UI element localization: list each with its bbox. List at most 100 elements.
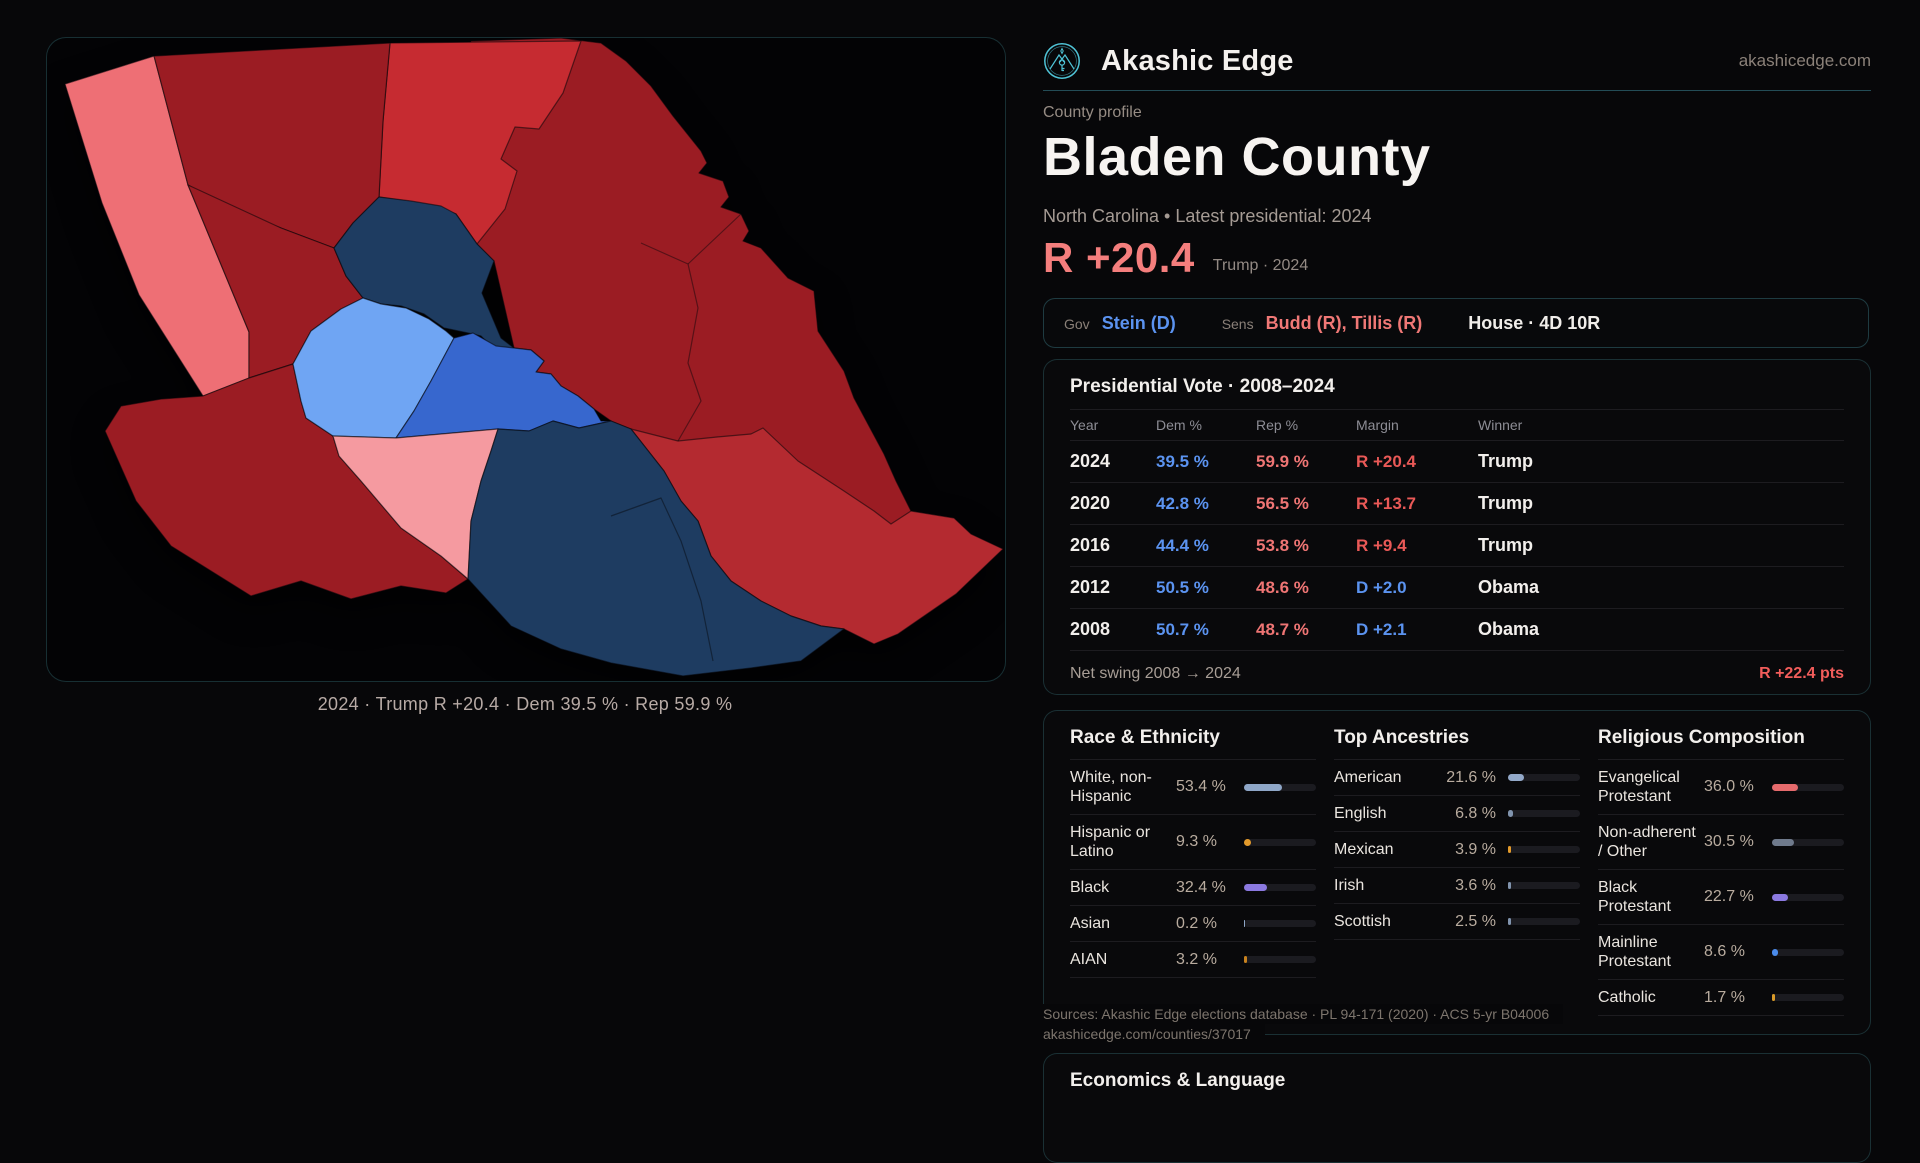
- house-value: House · 4D 10R: [1468, 313, 1600, 334]
- dem-pct-cell: 50.5 %: [1156, 578, 1256, 598]
- stat-bar: [1244, 839, 1316, 846]
- stat-row: Black 32.4 %: [1070, 870, 1316, 906]
- stat-bar: [1244, 920, 1316, 927]
- stat-bar: [1772, 949, 1844, 956]
- net-swing-value: R +22.4 pts: [1759, 665, 1844, 683]
- stat-bar-fill: [1508, 846, 1511, 853]
- latest-margin-headline: R +20.4 Trump · 2024: [1043, 234, 1308, 282]
- stat-value: 30.5 %: [1704, 833, 1766, 851]
- dem-pct-cell: 42.8 %: [1156, 494, 1256, 514]
- stat-label: American: [1334, 768, 1434, 787]
- stat-value: 32.4 %: [1176, 879, 1238, 897]
- stat-bar-fill: [1772, 894, 1788, 901]
- stat-label: Hispanic or Latino: [1070, 823, 1170, 861]
- stat-value: 3.6 %: [1440, 877, 1502, 895]
- rep-pct-cell: 59.9 %: [1256, 452, 1356, 472]
- stat-label: Black Protestant: [1598, 878, 1698, 916]
- religion-column: Religious Composition Evangelical Protes…: [1598, 727, 1844, 1016]
- ancestry-title: Top Ancestries: [1334, 727, 1580, 760]
- margin-cell: D +2.0: [1356, 578, 1478, 598]
- net-swing-label: Net swing 2008 → 2024: [1070, 665, 1241, 683]
- page-eyebrow: County profile: [1043, 104, 1142, 122]
- brand-name: Akashic Edge: [1101, 45, 1294, 78]
- stat-bar-fill: [1244, 784, 1282, 791]
- stat-row: Mainline Protestant 8.6 %: [1598, 925, 1844, 980]
- economics-language-panel: Economics & Language: [1043, 1053, 1871, 1163]
- rep-pct-cell: 48.7 %: [1256, 620, 1356, 640]
- app-header: Akashic Edge akashicedge.com: [1043, 40, 1871, 82]
- stat-value: 2.5 %: [1440, 913, 1502, 931]
- stat-row: Scottish 2.5 %: [1334, 904, 1580, 940]
- year-cell: 2012: [1070, 577, 1156, 598]
- site-link[interactable]: akashicedge.com: [1739, 51, 1871, 71]
- column-header: Rep %: [1256, 417, 1356, 433]
- dem-pct-cell: 44.4 %: [1156, 536, 1256, 556]
- stat-bar-fill: [1772, 949, 1778, 956]
- rep-pct-cell: 56.5 %: [1256, 494, 1356, 514]
- stat-value: 9.3 %: [1176, 833, 1238, 851]
- page-title: Bladen County: [1043, 126, 1431, 188]
- akashic-edge-logo-icon: [1043, 42, 1081, 80]
- stat-label: Scottish: [1334, 912, 1434, 931]
- margin-cell: R +9.4: [1356, 536, 1478, 556]
- column-header: Winner: [1478, 417, 1844, 433]
- dem-pct-cell: 50.7 %: [1156, 620, 1256, 640]
- column-header: Margin: [1356, 417, 1478, 433]
- winner-cell: Obama: [1478, 619, 1844, 640]
- stat-bar-fill: [1244, 956, 1247, 963]
- stat-row: Mexican 3.9 %: [1334, 832, 1580, 868]
- stat-label: Black: [1070, 878, 1170, 897]
- religion-title: Religious Composition: [1598, 727, 1844, 760]
- stat-label: Mexican: [1334, 840, 1434, 859]
- race-title: Race & Ethnicity: [1070, 727, 1316, 760]
- margin-cell: R +20.4: [1356, 452, 1478, 472]
- stat-row: Hispanic or Latino 9.3 %: [1070, 815, 1316, 870]
- county-map-panel: [46, 37, 1006, 682]
- year-cell: 2016: [1070, 535, 1156, 556]
- stat-label: English: [1334, 804, 1434, 823]
- rep-pct-cell: 48.6 %: [1256, 578, 1356, 598]
- stat-bar: [1244, 956, 1316, 963]
- stat-row: Black Protestant 22.7 %: [1598, 870, 1844, 925]
- sources-note: Sources: Akashic Edge elections database…: [1043, 1004, 1563, 1044]
- stat-label: Mainline Protestant: [1598, 933, 1698, 971]
- map-caption: 2024 · Trump R +20.4 · Dem 39.5 % · Rep …: [46, 694, 1004, 715]
- stat-bar: [1508, 774, 1580, 781]
- year-cell: 2008: [1070, 619, 1156, 640]
- county-profile-pane: Akashic Edge akashicedge.com County prof…: [1043, 0, 1871, 1080]
- stat-label: Non-adherent / Other: [1598, 823, 1698, 861]
- stat-label: Evangelical Protestant: [1598, 768, 1698, 806]
- stat-row: Evangelical Protestant 36.0 %: [1598, 760, 1844, 815]
- column-header: Year: [1070, 417, 1156, 433]
- stat-value: 22.7 %: [1704, 888, 1766, 906]
- stat-value: 3.9 %: [1440, 841, 1502, 859]
- stat-bar-fill: [1508, 810, 1513, 817]
- winner-cell: Trump: [1478, 535, 1844, 556]
- stat-value: 8.6 %: [1704, 943, 1766, 961]
- margin-value: R +20.4: [1043, 234, 1195, 282]
- county-permalink[interactable]: akashicedge.com/counties/37017: [1043, 1026, 1251, 1042]
- governor-item: Gov Stein (D): [1064, 313, 1176, 334]
- year-cell: 2024: [1070, 451, 1156, 472]
- stat-bar: [1508, 810, 1580, 817]
- net-swing-row: Net swing 2008 → 2024 R +22.4 pts: [1070, 651, 1844, 697]
- stat-bar-fill: [1772, 839, 1794, 846]
- stat-bar: [1508, 882, 1580, 889]
- gov-value: Stein (D): [1102, 313, 1176, 334]
- stat-value: 36.0 %: [1704, 778, 1766, 796]
- rep-pct-cell: 53.8 %: [1256, 536, 1356, 556]
- stat-label: Catholic: [1598, 988, 1698, 1007]
- winner-cell: Trump: [1478, 451, 1844, 472]
- stat-bar: [1508, 846, 1580, 853]
- sens-value: Budd (R), Tillis (R): [1266, 313, 1423, 334]
